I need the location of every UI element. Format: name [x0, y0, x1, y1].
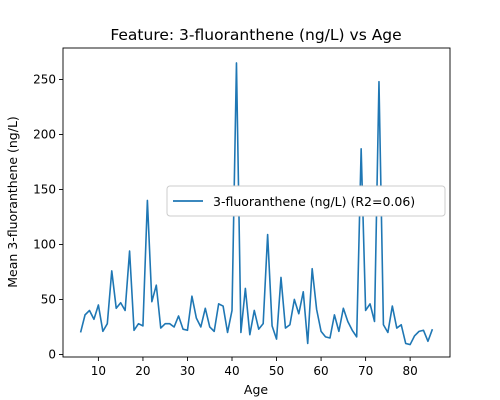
y-axis: 0 50 100 150 200 250	[33, 72, 63, 361]
x-axis-label: Age	[244, 382, 268, 397]
legend-entry: 3-fluoranthene (ng/L) (R2=0.06)	[213, 194, 415, 209]
legend-box	[166, 185, 446, 217]
plot-frame	[62, 47, 451, 358]
x-tick-label: 60	[313, 364, 328, 378]
y-tick-label: 0	[48, 347, 56, 361]
x-tick-label: 40	[224, 364, 239, 378]
y-axis-label: Mean 3-fluoranthene (ng/L)	[5, 116, 20, 288]
x-tick-label: 50	[269, 364, 284, 378]
x-tick-label: 10	[91, 364, 106, 378]
x-tick-label: 70	[358, 364, 373, 378]
x-axis: 10 20 30 40 50 60 70 80	[91, 357, 418, 378]
y-tick-label: 200	[33, 127, 56, 141]
x-tick-label: 30	[180, 364, 195, 378]
series-line	[79, 62, 434, 346]
legend: 3-fluoranthene (ng/L) (R2=0.06)	[166, 185, 446, 217]
y-tick-label: 50	[41, 292, 56, 306]
y-tick-label: 250	[33, 72, 56, 86]
y-tick-label: 100	[33, 237, 56, 251]
chart-title: Feature: 3-fluoranthene (ng/L) vs Age	[110, 26, 401, 44]
y-tick-label: 150	[33, 182, 56, 196]
x-tick-label: 80	[403, 364, 418, 378]
x-tick-label: 20	[135, 364, 150, 378]
